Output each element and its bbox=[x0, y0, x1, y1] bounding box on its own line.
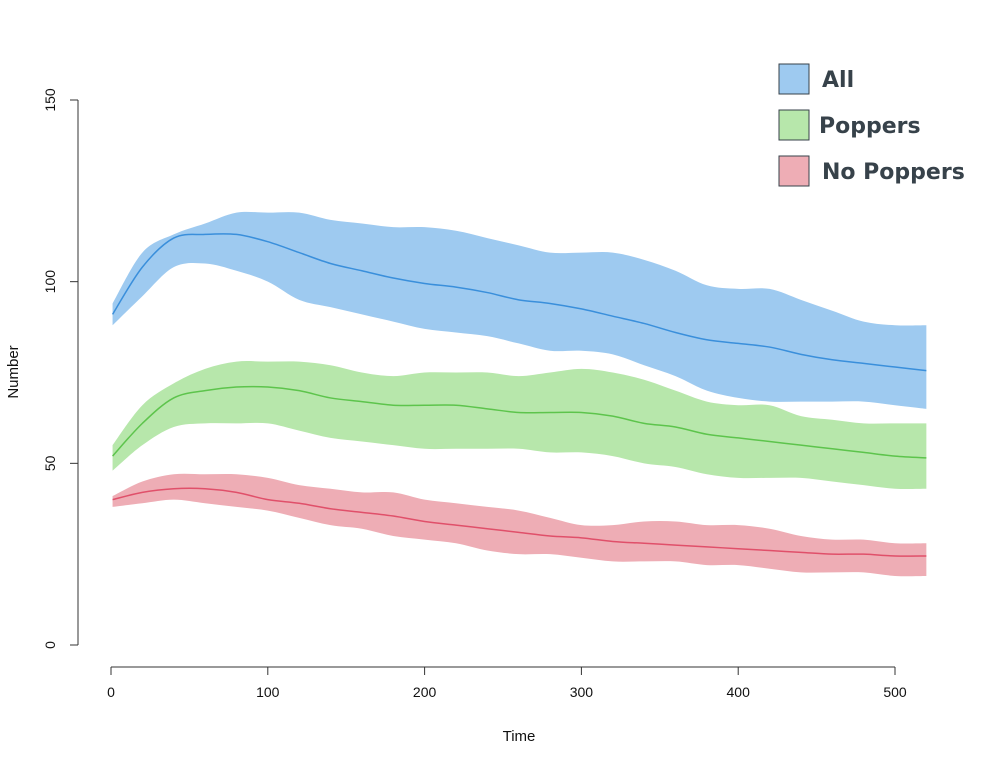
y-axis-title: Number bbox=[5, 345, 22, 398]
legend-swatch-poppers bbox=[778, 109, 810, 141]
y-axis: 0 50 100 150 bbox=[42, 88, 79, 649]
no-poppers-band bbox=[112, 473, 927, 577]
all-mean-line bbox=[111, 232, 927, 372]
x-tick-label: 400 bbox=[727, 684, 751, 700]
legend-label-no-poppers: No Poppers bbox=[822, 160, 965, 185]
confidence-bands bbox=[112, 211, 927, 577]
legend-swatch-all bbox=[778, 63, 810, 95]
no-poppers-mean-line bbox=[112, 487, 927, 557]
x-tick-label: 100 bbox=[256, 684, 280, 700]
x-tick-label: 0 bbox=[107, 684, 115, 700]
mean-lines bbox=[111, 232, 927, 557]
x-axis: 0 100 200 300 400 500 bbox=[107, 666, 907, 700]
legend: All Poppers No Poppers bbox=[778, 63, 965, 187]
y-tick-label: 100 bbox=[42, 270, 58, 294]
x-tick-label: 300 bbox=[570, 684, 594, 700]
legend-swatch-no-poppers bbox=[778, 155, 810, 187]
y-tick-label: 50 bbox=[42, 455, 58, 471]
y-tick-label: 150 bbox=[42, 88, 58, 112]
y-tick-label: 0 bbox=[42, 641, 58, 649]
legend-label-poppers: Poppers bbox=[819, 114, 921, 139]
x-axis-title: Time bbox=[503, 728, 536, 745]
poppers-mean-line bbox=[112, 385, 927, 459]
x-tick-label: 200 bbox=[413, 684, 437, 700]
all-band bbox=[112, 211, 927, 409]
legend-label-all: All bbox=[822, 68, 854, 93]
x-tick-label: 500 bbox=[883, 684, 907, 700]
poppers-band bbox=[112, 361, 927, 490]
